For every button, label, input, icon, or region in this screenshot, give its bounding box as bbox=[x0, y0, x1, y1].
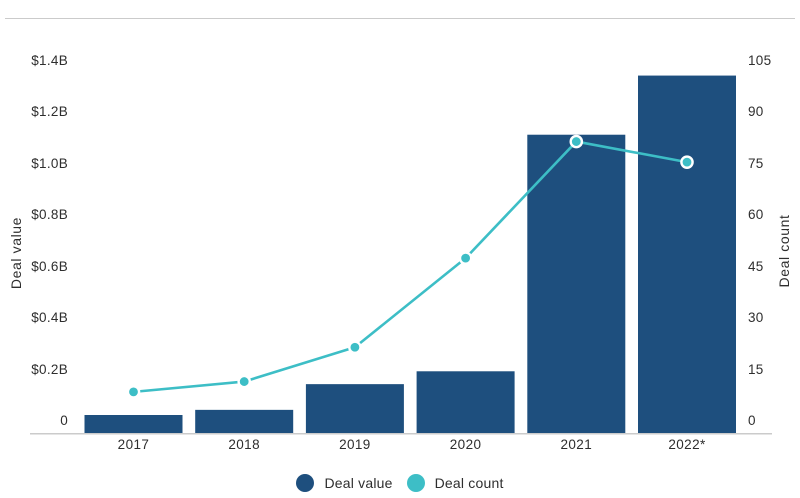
x-axis-label-2021: 2021 bbox=[560, 437, 593, 452]
legend-item-deal-value: Deal value bbox=[296, 474, 392, 492]
deal-value-bar-2021 bbox=[527, 134, 626, 433]
x-axis-label-2018: 2018 bbox=[228, 437, 260, 452]
deal-count-legend-dot-icon bbox=[406, 474, 425, 492]
right-tick-label: 15 bbox=[748, 361, 764, 377]
right-tick-label: 45 bbox=[748, 258, 764, 274]
left-tick-label: 0 bbox=[60, 413, 68, 428]
left-tick-label: $0.4B bbox=[31, 310, 68, 326]
deal-count-point-2018 bbox=[237, 374, 251, 389]
top-divider bbox=[5, 18, 795, 19]
x-axis-label-2019: 2019 bbox=[339, 437, 371, 452]
right-tick-label: 60 bbox=[748, 207, 764, 223]
deal-count-line bbox=[133, 140, 688, 394]
deal-value-bar-2019 bbox=[305, 384, 404, 433]
deal-count-point-2022 bbox=[680, 155, 694, 169]
legend: Deal value Deal count bbox=[0, 474, 800, 492]
legend-label-deal-count: Deal count bbox=[434, 475, 504, 491]
deal-value-legend-dot-icon bbox=[296, 474, 315, 492]
right-tick-label: 0 bbox=[748, 413, 756, 428]
legend-item-deal-count: Deal count bbox=[406, 474, 504, 492]
deal-value-bar-2022 bbox=[638, 75, 736, 434]
right-tick-label: 90 bbox=[748, 104, 764, 120]
deal-value-bar-2017 bbox=[84, 415, 183, 433]
left-tick-label: $0.8B bbox=[31, 207, 68, 223]
left-tick-label: $1.4B bbox=[31, 53, 68, 68]
deal-value-bar-2018 bbox=[195, 409, 294, 433]
deal-count-point-2017 bbox=[126, 385, 141, 399]
right-tick-label: 105 bbox=[748, 53, 772, 68]
x-axis-label-2017: 2017 bbox=[117, 437, 150, 452]
deal-count-point-2019 bbox=[348, 340, 362, 355]
deal-count-point-2021 bbox=[569, 134, 584, 149]
x-axis-label-2020: 2020 bbox=[449, 437, 482, 452]
x-axis-label-2022: 2022* bbox=[668, 437, 706, 452]
right-tick-label: 30 bbox=[748, 310, 764, 326]
left-tick-label: $1.0B bbox=[31, 155, 68, 171]
left-tick-label: $1.2B bbox=[31, 104, 68, 120]
left-tick-label: $0.6B bbox=[31, 258, 68, 274]
right-tick-label: 75 bbox=[748, 155, 764, 171]
deal-value-bar-2020 bbox=[416, 371, 515, 433]
left-tick-label: $0.2B bbox=[31, 361, 68, 377]
deal-count-point-2020 bbox=[458, 251, 473, 265]
legend-label-deal-value: Deal value bbox=[324, 475, 393, 491]
